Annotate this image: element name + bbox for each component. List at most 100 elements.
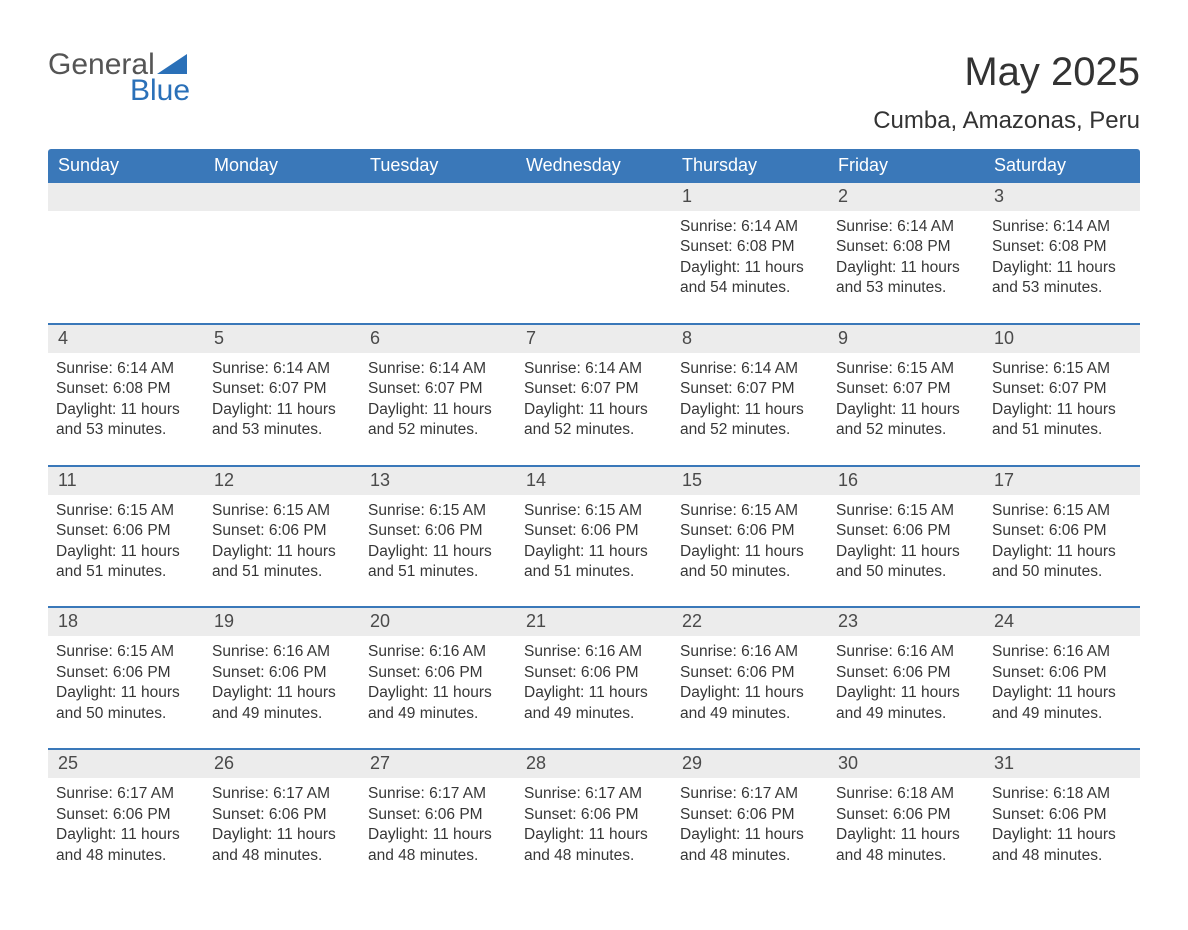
day-number: 19 <box>204 608 360 636</box>
day-cell: 1 Sunrise: 6:14 AMSunset: 6:08 PMDaylight… <box>672 183 828 323</box>
daylight-line-1: Daylight: 11 hours <box>836 258 976 278</box>
day-cell: 4Sunrise: 6:14 AMSunset: 6:08 PMDaylight… <box>48 325 204 465</box>
day-cell: 30Sunrise: 6:18 AMSunset: 6:06 PMDayligh… <box>828 750 984 890</box>
sunrise-line: Sunrise: 6:17 AM <box>368 784 508 804</box>
sunset-line: Sunset: 6:06 PM <box>524 805 664 825</box>
day-info: Sunrise: 6:17 AMSunset: 6:06 PMDaylight:… <box>368 784 508 866</box>
day-info: Sunrise: 6:14 AMSunset: 6:08 PMDaylight:… <box>836 217 976 299</box>
day-number: 31 <box>984 750 1140 778</box>
day-cell: 31Sunrise: 6:18 AMSunset: 6:06 PMDayligh… <box>984 750 1140 890</box>
day-cell: 2 Sunrise: 6:14 AMSunset: 6:08 PMDaylight… <box>828 183 984 323</box>
weekday-thursday: Thursday <box>672 149 828 183</box>
day-number: 8 <box>672 325 828 353</box>
daylight-line-1: Daylight: 11 hours <box>56 542 196 562</box>
daylight-line-2: and 50 minutes. <box>992 562 1132 582</box>
daylight-line-1: Daylight: 11 hours <box>680 683 820 703</box>
day-cell: 12Sunrise: 6:15 AMSunset: 6:06 PMDayligh… <box>204 467 360 607</box>
day-number: 29 <box>672 750 828 778</box>
day-info: Sunrise: 6:14 AMSunset: 6:07 PMDaylight:… <box>524 359 664 441</box>
day-info: Sunrise: 6:15 AMSunset: 6:06 PMDaylight:… <box>524 501 664 583</box>
sunset-line: Sunset: 6:08 PM <box>836 237 976 257</box>
weekday-saturday: Saturday <box>984 149 1140 183</box>
day-number: 12 <box>204 467 360 495</box>
empty-cell <box>360 183 516 323</box>
sunrise-line: Sunrise: 6:17 AM <box>680 784 820 804</box>
day-info: Sunrise: 6:16 AMSunset: 6:06 PMDaylight:… <box>680 642 820 724</box>
header: General Blue May 2025 Cumba, Amazonas, P… <box>48 50 1140 135</box>
day-info: Sunrise: 6:15 AMSunset: 6:06 PMDaylight:… <box>368 501 508 583</box>
day-number: 23 <box>828 608 984 636</box>
daylight-line-2: and 49 minutes. <box>992 704 1132 724</box>
day-number: 1 <box>672 183 828 211</box>
week-row: 11Sunrise: 6:15 AMSunset: 6:06 PMDayligh… <box>48 465 1140 607</box>
day-number: 15 <box>672 467 828 495</box>
week-row: 4Sunrise: 6:14 AMSunset: 6:08 PMDaylight… <box>48 323 1140 465</box>
day-info: Sunrise: 6:14 AMSunset: 6:07 PMDaylight:… <box>680 359 820 441</box>
title-block: May 2025 Cumba, Amazonas, Peru <box>873 50 1140 135</box>
day-info: Sunrise: 6:17 AMSunset: 6:06 PMDaylight:… <box>56 784 196 866</box>
sunset-line: Sunset: 6:06 PM <box>212 521 352 541</box>
day-info: Sunrise: 6:15 AMSunset: 6:06 PMDaylight:… <box>56 501 196 583</box>
day-cell: 17Sunrise: 6:15 AMSunset: 6:06 PMDayligh… <box>984 467 1140 607</box>
day-info: Sunrise: 6:17 AMSunset: 6:06 PMDaylight:… <box>212 784 352 866</box>
sunrise-line: Sunrise: 6:15 AM <box>836 359 976 379</box>
daylight-line-2: and 49 minutes. <box>368 704 508 724</box>
sunrise-line: Sunrise: 6:17 AM <box>212 784 352 804</box>
week-row: 1 Sunrise: 6:14 AMSunset: 6:08 PMDaylight… <box>48 183 1140 323</box>
day-cell: 7Sunrise: 6:14 AMSunset: 6:07 PMDaylight… <box>516 325 672 465</box>
daylight-line-2: and 50 minutes. <box>680 562 820 582</box>
daylight-line-1: Daylight: 11 hours <box>56 825 196 845</box>
sunset-line: Sunset: 6:06 PM <box>56 805 196 825</box>
sunrise-line: Sunrise: 6:16 AM <box>992 642 1132 662</box>
daylight-line-1: Daylight: 11 hours <box>680 258 820 278</box>
day-cell: 15Sunrise: 6:15 AMSunset: 6:06 PMDayligh… <box>672 467 828 607</box>
daylight-line-1: Daylight: 11 hours <box>992 683 1132 703</box>
sunrise-line: Sunrise: 6:15 AM <box>56 501 196 521</box>
sunset-line: Sunset: 6:06 PM <box>56 521 196 541</box>
sunrise-line: Sunrise: 6:17 AM <box>524 784 664 804</box>
weekday-sunday: Sunday <box>48 149 204 183</box>
empty-cell <box>48 183 204 323</box>
sunrise-line: Sunrise: 6:16 AM <box>836 642 976 662</box>
sunset-line: Sunset: 6:08 PM <box>56 379 196 399</box>
daylight-line-1: Daylight: 11 hours <box>368 825 508 845</box>
daylight-line-2: and 48 minutes. <box>56 846 196 866</box>
sunset-line: Sunset: 6:06 PM <box>368 663 508 683</box>
sunset-line: Sunset: 6:07 PM <box>992 379 1132 399</box>
sunset-line: Sunset: 6:06 PM <box>992 521 1132 541</box>
day-info: Sunrise: 6:15 AMSunset: 6:06 PMDaylight:… <box>836 501 976 583</box>
day-number: 16 <box>828 467 984 495</box>
day-cell: 25Sunrise: 6:17 AMSunset: 6:06 PMDayligh… <box>48 750 204 890</box>
day-info: Sunrise: 6:15 AMSunset: 6:07 PMDaylight:… <box>836 359 976 441</box>
sunrise-line: Sunrise: 6:14 AM <box>56 359 196 379</box>
day-info: Sunrise: 6:14 AMSunset: 6:08 PMDaylight:… <box>680 217 820 299</box>
day-info: Sunrise: 6:14 AMSunset: 6:08 PMDaylight:… <box>56 359 196 441</box>
day-info: Sunrise: 6:16 AMSunset: 6:06 PMDaylight:… <box>368 642 508 724</box>
day-cell: 19Sunrise: 6:16 AMSunset: 6:06 PMDayligh… <box>204 608 360 748</box>
daylight-line-1: Daylight: 11 hours <box>992 825 1132 845</box>
day-number: 30 <box>828 750 984 778</box>
daylight-line-2: and 52 minutes. <box>368 420 508 440</box>
day-number: 9 <box>828 325 984 353</box>
day-cell: 5Sunrise: 6:14 AMSunset: 6:07 PMDaylight… <box>204 325 360 465</box>
logo-triangle-icon <box>157 50 187 72</box>
day-cell: 11Sunrise: 6:15 AMSunset: 6:06 PMDayligh… <box>48 467 204 607</box>
day-number: 2 <box>828 183 984 211</box>
daylight-line-1: Daylight: 11 hours <box>524 400 664 420</box>
daylight-line-1: Daylight: 11 hours <box>524 825 664 845</box>
sunset-line: Sunset: 6:06 PM <box>212 663 352 683</box>
daylight-line-1: Daylight: 11 hours <box>212 683 352 703</box>
daylight-line-1: Daylight: 11 hours <box>680 400 820 420</box>
sunset-line: Sunset: 6:06 PM <box>56 663 196 683</box>
daylight-line-2: and 48 minutes. <box>368 846 508 866</box>
day-number: 21 <box>516 608 672 636</box>
daylight-line-1: Daylight: 11 hours <box>56 683 196 703</box>
sunset-line: Sunset: 6:07 PM <box>212 379 352 399</box>
empty-cell <box>204 183 360 323</box>
weekday-friday: Friday <box>828 149 984 183</box>
calendar-page: General Blue May 2025 Cumba, Amazonas, P… <box>0 0 1188 930</box>
sunset-line: Sunset: 6:06 PM <box>524 521 664 541</box>
day-info: Sunrise: 6:16 AMSunset: 6:06 PMDaylight:… <box>836 642 976 724</box>
daylight-line-1: Daylight: 11 hours <box>992 542 1132 562</box>
day-number: 26 <box>204 750 360 778</box>
